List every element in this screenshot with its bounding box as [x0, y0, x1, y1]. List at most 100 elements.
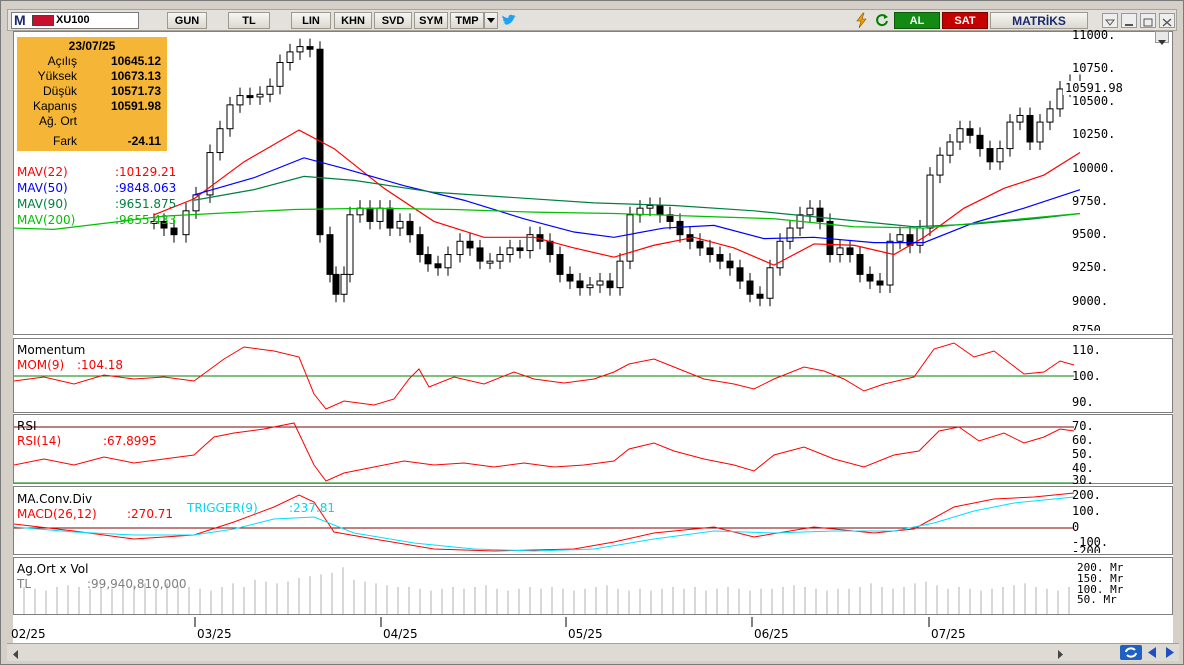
- mav200-line: [14, 207, 1081, 230]
- momentum-label: MOM(9): [17, 358, 65, 372]
- maximize-window-icon[interactable]: [1140, 13, 1156, 28]
- refresh-icon[interactable]: [874, 12, 890, 29]
- momentum-panel[interactable]: [13, 338, 1173, 413]
- minimize-window-icon[interactable]: [1102, 13, 1118, 28]
- candle-body: [656, 205, 664, 216]
- candle-body: [586, 284, 594, 289]
- y-tick: 110.: [1072, 343, 1101, 357]
- symbol-selector[interactable]: M XU100: [11, 12, 139, 29]
- mav22-legend: MAV(22) :10129.21: [17, 165, 176, 179]
- rsi-chart[interactable]: [14, 415, 1172, 483]
- info-row-close: Kapanış 10591.98: [17, 99, 167, 113]
- trigger-label: TRIGGER(9): [187, 501, 258, 515]
- y-tick: 11000.: [1072, 28, 1116, 42]
- candle-body: [746, 280, 754, 295]
- mav-label: MAV(200): [17, 213, 76, 227]
- candle-body: [1056, 88, 1064, 110]
- y-tick: 200.: [1072, 488, 1101, 502]
- rsi-title: RSI: [17, 419, 37, 433]
- scroll-right-icon[interactable]: [1053, 646, 1067, 659]
- candle-body: [946, 141, 954, 156]
- candle-body: [356, 207, 364, 216]
- momentum-chart[interactable]: [14, 339, 1172, 412]
- rsi-legend: RSI(14):67.8995: [17, 434, 157, 448]
- candle-body: [576, 280, 584, 289]
- candle-body: [286, 51, 294, 63]
- close-window-icon[interactable]: [1159, 13, 1175, 28]
- candle-body: [236, 95, 244, 106]
- panel-collapse-icon[interactable]: [1155, 31, 1169, 45]
- macd-title: MA.Conv.Div: [17, 492, 93, 506]
- x-axis: [194, 617, 930, 627]
- info-value: -24.11: [127, 134, 161, 148]
- candle-body: [276, 61, 284, 87]
- info-label: Ağ. Ort: [38, 114, 77, 128]
- sym-button[interactable]: SYM: [414, 12, 448, 29]
- candle-body: [496, 254, 504, 262]
- macd-chart[interactable]: [14, 487, 1172, 554]
- candle-body: [726, 260, 734, 269]
- candle-body: [150, 220, 158, 224]
- candle-body: [856, 254, 864, 275]
- candle-body: [606, 280, 614, 289]
- mav-label: MAV(22): [17, 165, 68, 179]
- candle-body: [396, 220, 404, 229]
- scroll-left-icon[interactable]: [9, 646, 23, 659]
- play-forward-icon[interactable]: [1162, 645, 1177, 660]
- dropdown-arrow-icon[interactable]: [484, 12, 498, 29]
- candle-body: [416, 234, 424, 256]
- candle-body: [966, 128, 974, 136]
- sell-button[interactable]: SAT: [942, 12, 988, 29]
- info-row-avg: Ağ. Ort: [17, 114, 167, 128]
- candle-body: [226, 104, 234, 130]
- mav50-line: [193, 157, 1081, 244]
- lightning-icon[interactable]: [854, 12, 870, 29]
- play-back-icon[interactable]: [1145, 645, 1160, 660]
- y-tick: 100.: [1072, 369, 1101, 383]
- candle-body: [506, 247, 514, 256]
- mav22-line: [153, 129, 1081, 266]
- candle-body: [444, 254, 452, 269]
- y-tick: 9750.: [1072, 194, 1109, 208]
- volume-title: Ag.Ort x Vol: [17, 562, 89, 576]
- candle-body: [976, 134, 984, 150]
- candle-body: [1036, 121, 1044, 143]
- linear-scale-button[interactable]: LIN: [291, 12, 331, 29]
- candle-body: [516, 247, 524, 252]
- mav-value: :10129.21: [115, 165, 177, 179]
- mav200-legend: MAV(200) :9655.433: [17, 213, 176, 227]
- twitter-icon[interactable]: [500, 12, 518, 29]
- candle-body: [696, 240, 704, 249]
- candle-body: [424, 254, 432, 265]
- sync-icon[interactable]: [1119, 644, 1143, 661]
- rsi-panel[interactable]: [13, 414, 1173, 484]
- y-tick: -200.: [1072, 544, 1109, 553]
- y-tick: 50.: [1072, 447, 1094, 461]
- buy-button[interactable]: AL: [894, 12, 940, 29]
- price-panel[interactable]: [13, 31, 1173, 335]
- candle-body: [206, 152, 214, 196]
- macd-value: :270.71: [127, 507, 174, 521]
- flag-icon: [32, 15, 54, 26]
- candle-body: [926, 174, 934, 229]
- horizontal-scrollbar[interactable]: [7, 643, 1179, 661]
- macd-legend: MACD(26,12):270.71: [17, 507, 173, 521]
- price-chart[interactable]: [14, 32, 1172, 334]
- mav50-legend: MAV(50) :9848.063: [17, 181, 176, 195]
- trigger-line: [14, 496, 1075, 552]
- macd-panel[interactable]: [13, 486, 1173, 555]
- currency-button[interactable]: TL: [228, 12, 270, 29]
- tmp-button[interactable]: TMP: [450, 12, 484, 29]
- symbol-name: XU100: [56, 14, 90, 26]
- khn-button[interactable]: KHN: [334, 12, 372, 29]
- candle-body: [376, 207, 384, 222]
- volume-chart[interactable]: [14, 558, 1172, 614]
- volume-panel[interactable]: [13, 557, 1173, 615]
- svd-button[interactable]: SVD: [374, 12, 412, 29]
- candle-body: [846, 247, 854, 256]
- candle-body: [406, 220, 414, 236]
- candle-body: [786, 227, 794, 242]
- y-tick: 10500.: [1072, 94, 1116, 108]
- restore-window-icon[interactable]: [1121, 13, 1137, 28]
- period-button[interactable]: GUN: [167, 12, 207, 29]
